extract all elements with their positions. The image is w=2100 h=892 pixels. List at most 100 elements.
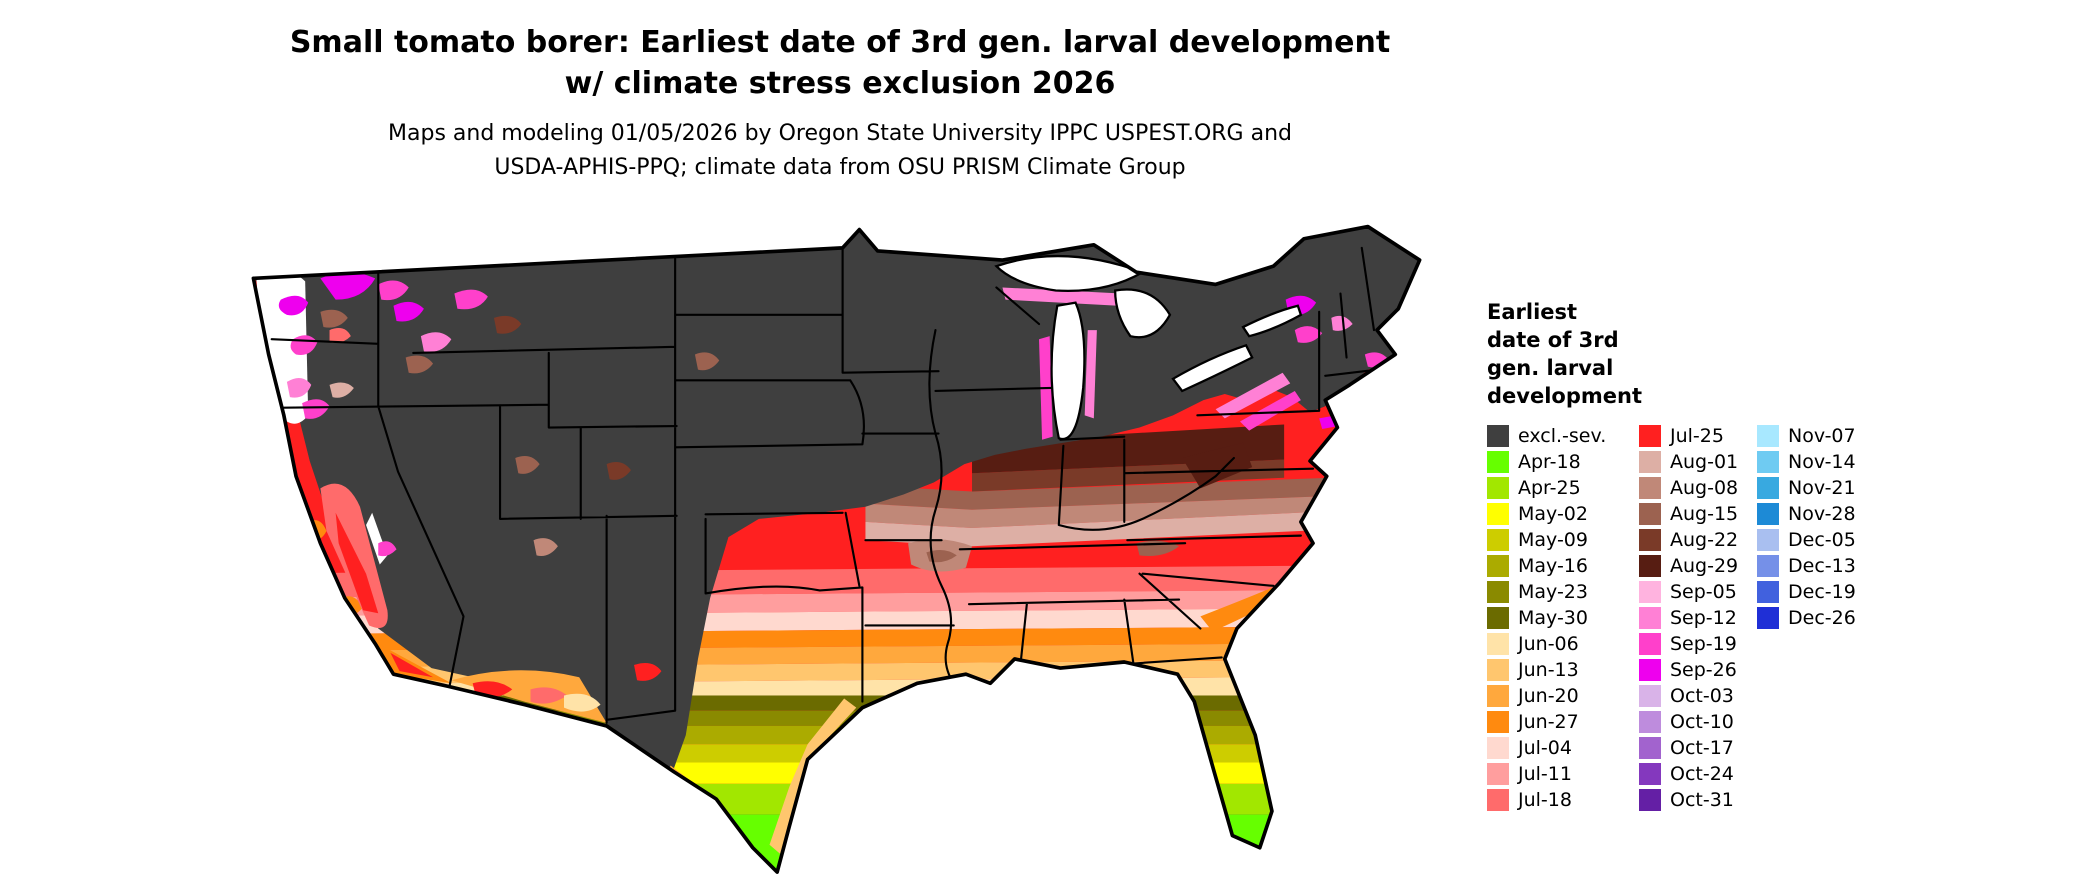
legend-title-line2: date of 3rd [1487,328,1619,352]
legend-label: Jul-18 [1518,789,1572,811]
legend-swatch [1487,763,1509,785]
legend-label: Nov-14 [1788,451,1856,473]
legend-entry: Nov-14 [1757,449,1887,475]
map-legend: Earliest date of 3rd gen. larval develop… [1487,298,2087,813]
legend-entry: Nov-21 [1757,475,1887,501]
legend-entry: Dec-05 [1757,527,1887,553]
map-subtitle-line1: Maps and modeling 01/05/2026 by Oregon S… [388,121,1292,146]
legend-swatch [1487,555,1509,577]
legend-label: Sep-19 [1670,633,1737,655]
legend-swatch [1639,555,1661,577]
legend-label: Sep-05 [1670,581,1737,603]
legend-entry: Sep-26 [1639,657,1757,683]
legend-swatch [1487,503,1509,525]
legend-entry: Oct-24 [1639,761,1757,787]
lake-michigan [1050,301,1086,441]
legend-swatch [1639,737,1661,759]
legend-swatch [1487,581,1509,603]
legend-label: Jul-25 [1670,425,1724,447]
legend-label: May-23 [1518,581,1588,603]
legend-label: excl.-sev. [1518,425,1607,447]
legend-entry: Oct-31 [1639,787,1757,813]
legend-entry: Jul-11 [1487,761,1639,787]
legend-entry: Jul-18 [1487,787,1639,813]
legend-column-1: excl.-sev. Apr-18 Apr-25 May-02 May-09 May-16… [1487,423,1639,813]
legend-swatch [1639,607,1661,629]
legend-label: Oct-31 [1670,789,1734,811]
legend-label: Oct-03 [1670,685,1734,707]
legend-entry: Jun-13 [1487,657,1639,683]
legend-label: May-30 [1518,607,1588,629]
legend-title-line1: Earliest [1487,300,1578,324]
legend-swatch [1487,477,1509,499]
legend-entry: Sep-05 [1639,579,1757,605]
legend-entry: May-16 [1487,553,1639,579]
legend-label: Aug-01 [1670,451,1739,473]
legend-label: Oct-10 [1670,711,1734,733]
legend-swatch [1757,477,1779,499]
legend-entry: Jul-04 [1487,735,1639,761]
legend-entry: Oct-17 [1639,735,1757,761]
legend-column-3: Nov-07 Nov-14 Nov-21 Nov-28 Dec-05 Dec-13 Dec-… [1757,423,1887,813]
lake-huron [1113,288,1172,339]
legend-entry: Aug-15 [1639,501,1757,527]
legend-entry: Jun-06 [1487,631,1639,657]
legend-entry: May-23 [1487,579,1639,605]
legend-entry: Nov-28 [1757,501,1887,527]
legend-label: Dec-05 [1788,529,1856,551]
legend-swatch [1639,711,1661,733]
legend-entry: May-02 [1487,501,1639,527]
legend-label: May-16 [1518,555,1588,577]
legend-entry: Oct-10 [1639,709,1757,735]
state-borders [270,246,1379,724]
map-fill-layers [253,226,1420,873]
legend-label: Dec-19 [1788,581,1856,603]
excluded-region [253,226,1420,778]
us-map [251,224,1422,874]
legend-swatch [1487,633,1509,655]
legend-label: Aug-15 [1670,503,1739,525]
legend-entry: Aug-01 [1639,449,1757,475]
map-subtitle: Maps and modeling 01/05/2026 by Oregon S… [0,117,1680,185]
legend-label: Sep-26 [1670,659,1737,681]
legend-swatch [1757,555,1779,577]
legend-label: Dec-13 [1788,555,1856,577]
legend-label: Sep-12 [1670,607,1737,629]
lake-erie [1171,343,1254,393]
legend-label: Aug-29 [1670,555,1739,577]
lake-ontario [1241,304,1303,338]
legend-entry: Apr-25 [1487,475,1639,501]
legend-label: May-02 [1518,503,1588,525]
legend-label: May-09 [1518,529,1588,551]
legend-columns: excl.-sev. Apr-18 Apr-25 May-02 May-09 May-16… [1487,423,2087,813]
legend-label: Jun-06 [1518,633,1579,655]
legend-label: Nov-28 [1788,503,1856,525]
legend-entry: Sep-12 [1639,605,1757,631]
legend-entry: Aug-08 [1639,475,1757,501]
legend-label: Oct-17 [1670,737,1734,759]
title-block: Small tomato borer: Earliest date of 3rd… [0,22,1680,185]
legend-entry: Nov-07 [1757,423,1887,449]
legend-label: Nov-21 [1788,477,1856,499]
legend-label: Jul-11 [1518,763,1572,785]
legend-label: Aug-22 [1670,529,1739,551]
legend-label: Jun-27 [1518,711,1579,733]
legend-label: Jul-04 [1518,737,1572,759]
legend-column-2: Jul-25 Aug-01 Aug-08 Aug-15 Aug-22 Aug-29 Sep-… [1639,423,1757,813]
legend-entry: Aug-29 [1639,553,1757,579]
legend-swatch [1639,659,1661,681]
legend-title: Earliest date of 3rd gen. larval develop… [1487,298,2087,410]
map-title-line2: w/ climate stress exclusion 2026 [564,66,1116,101]
legend-swatch [1487,425,1509,447]
legend-swatch [1639,633,1661,655]
legend-swatch [1487,789,1509,811]
legend-swatch [1487,607,1509,629]
legend-label: Jun-20 [1518,685,1579,707]
legend-entry: May-30 [1487,605,1639,631]
legend-swatch [1487,737,1509,759]
legend-swatch [1639,503,1661,525]
legend-swatch [1639,451,1661,473]
legend-entry: Apr-18 [1487,449,1639,475]
legend-swatch [1757,529,1779,551]
